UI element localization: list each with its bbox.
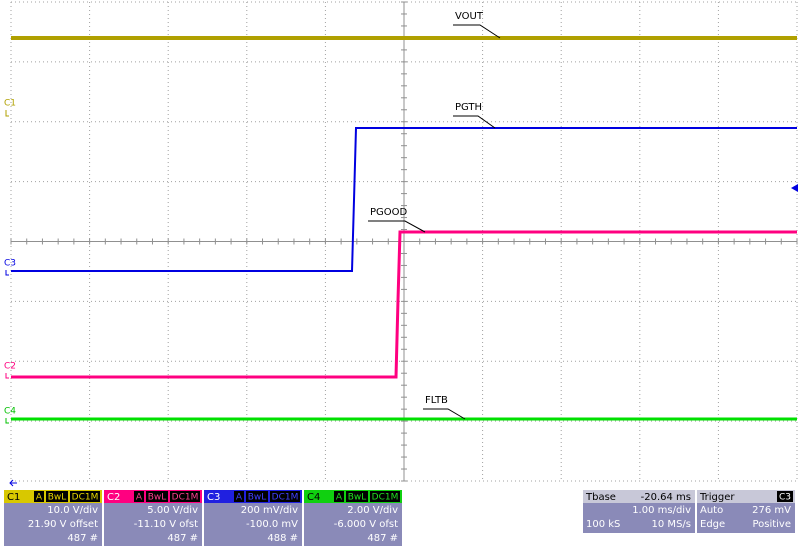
channel-offset: -11.10 V ofst: [134, 519, 198, 530]
leader-line: [368, 220, 426, 233]
timebase-delay: -20.64 ms: [641, 492, 691, 503]
marker-tick: [5, 270, 9, 276]
timebase-samples: 100 kS: [586, 519, 620, 530]
badge: [34, 491, 44, 502]
badge-text: DC1M: [272, 493, 299, 503]
leader-line: [453, 24, 501, 39]
badge: [146, 491, 168, 502]
timebase-rate: 10 MS/s: [652, 519, 691, 530]
trace-pgood: [11, 230, 797, 379]
badge-text: BwL: [148, 493, 167, 503]
badge: [346, 491, 368, 502]
channel-scale: 200 mV/div: [241, 505, 298, 516]
trace-label: PGTH: [455, 102, 482, 113]
trace-label: FLTB: [425, 395, 448, 406]
badge-text: DC1M: [172, 493, 199, 503]
trigger-slope: Positive: [752, 519, 791, 530]
trigger-type: Edge: [700, 519, 725, 530]
channel-body: [304, 503, 402, 546]
channel-marker: C2: [4, 362, 16, 372]
channel-markers: C1 C3 C2 C4: [4, 99, 798, 487]
leader-line: [453, 115, 496, 129]
marker-tick: [5, 418, 9, 424]
badge-text: A: [236, 493, 243, 503]
badge: [170, 491, 200, 502]
badge: [334, 491, 344, 502]
channel-name: C3: [207, 492, 220, 503]
channel-scale: 10.0 V/div: [47, 505, 98, 516]
badge-text: DC1M: [72, 493, 99, 503]
badge-text: BwL: [48, 493, 67, 503]
badge-text: A: [136, 493, 143, 503]
annotations: VOUT PGTH PGOOD FLTB: [368, 11, 501, 420]
trigger-title: Trigger: [699, 492, 735, 503]
badge: [370, 491, 400, 502]
badge-text: DC1M: [372, 493, 399, 503]
trigger-source: C3: [779, 493, 791, 503]
trigger-header: [697, 490, 795, 503]
trigger-level-marker: [791, 184, 798, 192]
status-panels: C1 A BwL DC1M 10.0 V/div 21.90 V offset 487 # C…: [4, 490, 795, 546]
channel-marker: C4: [4, 407, 16, 417]
channel-count: 487 #: [167, 533, 198, 544]
badge: [234, 491, 244, 502]
trace-pgth: [11, 127, 797, 272]
channel-body: [104, 503, 202, 546]
channel-body: [4, 503, 102, 546]
trigger-body: [697, 503, 795, 533]
marker-tick: [5, 110, 9, 117]
channel-count: 487 #: [367, 533, 398, 544]
trace-label: PGOOD: [370, 207, 408, 218]
badge-text: BwL: [348, 493, 367, 503]
leader-line: [423, 408, 466, 420]
badge: [46, 491, 68, 502]
channel-marker: C1: [4, 99, 16, 109]
graticule: [10, 1, 798, 482]
marker-tick: [5, 373, 9, 379]
channel-offset: 21.90 V offset: [28, 519, 98, 530]
badge: [246, 491, 268, 502]
trigger-source-box: [777, 491, 793, 502]
trigger-level: 276 mV: [752, 505, 791, 516]
badge-text: BwL: [248, 493, 267, 503]
channel-body: [204, 503, 302, 546]
channel-offset: -6.000 V ofst: [334, 519, 398, 530]
trigger-position-marker: [9, 479, 17, 487]
badge: [70, 491, 100, 502]
badge-text: A: [36, 493, 43, 503]
channel-scale: 2.00 V/div: [347, 505, 398, 516]
channel-offset: -100.0 mV: [246, 519, 298, 530]
trace-label: VOUT: [455, 11, 484, 22]
channel-name: C2: [107, 492, 120, 503]
badge: [134, 491, 144, 502]
channel-name: C1: [7, 492, 20, 503]
timebase-title: Tbase: [585, 492, 616, 503]
channel-name: C4: [307, 492, 320, 503]
trigger-mode: Auto: [700, 505, 723, 516]
channel-count: 487 #: [67, 533, 98, 544]
timebase-header: [583, 490, 695, 503]
timebase-body: [583, 503, 695, 533]
timebase-scale: 1.00 ms/div: [632, 505, 691, 516]
channel-count: 488 #: [267, 533, 298, 544]
badge-text: A: [336, 493, 343, 503]
channel-marker: C3: [4, 259, 16, 269]
channel-scale: 5.00 V/div: [147, 505, 198, 516]
badge: [270, 491, 300, 502]
